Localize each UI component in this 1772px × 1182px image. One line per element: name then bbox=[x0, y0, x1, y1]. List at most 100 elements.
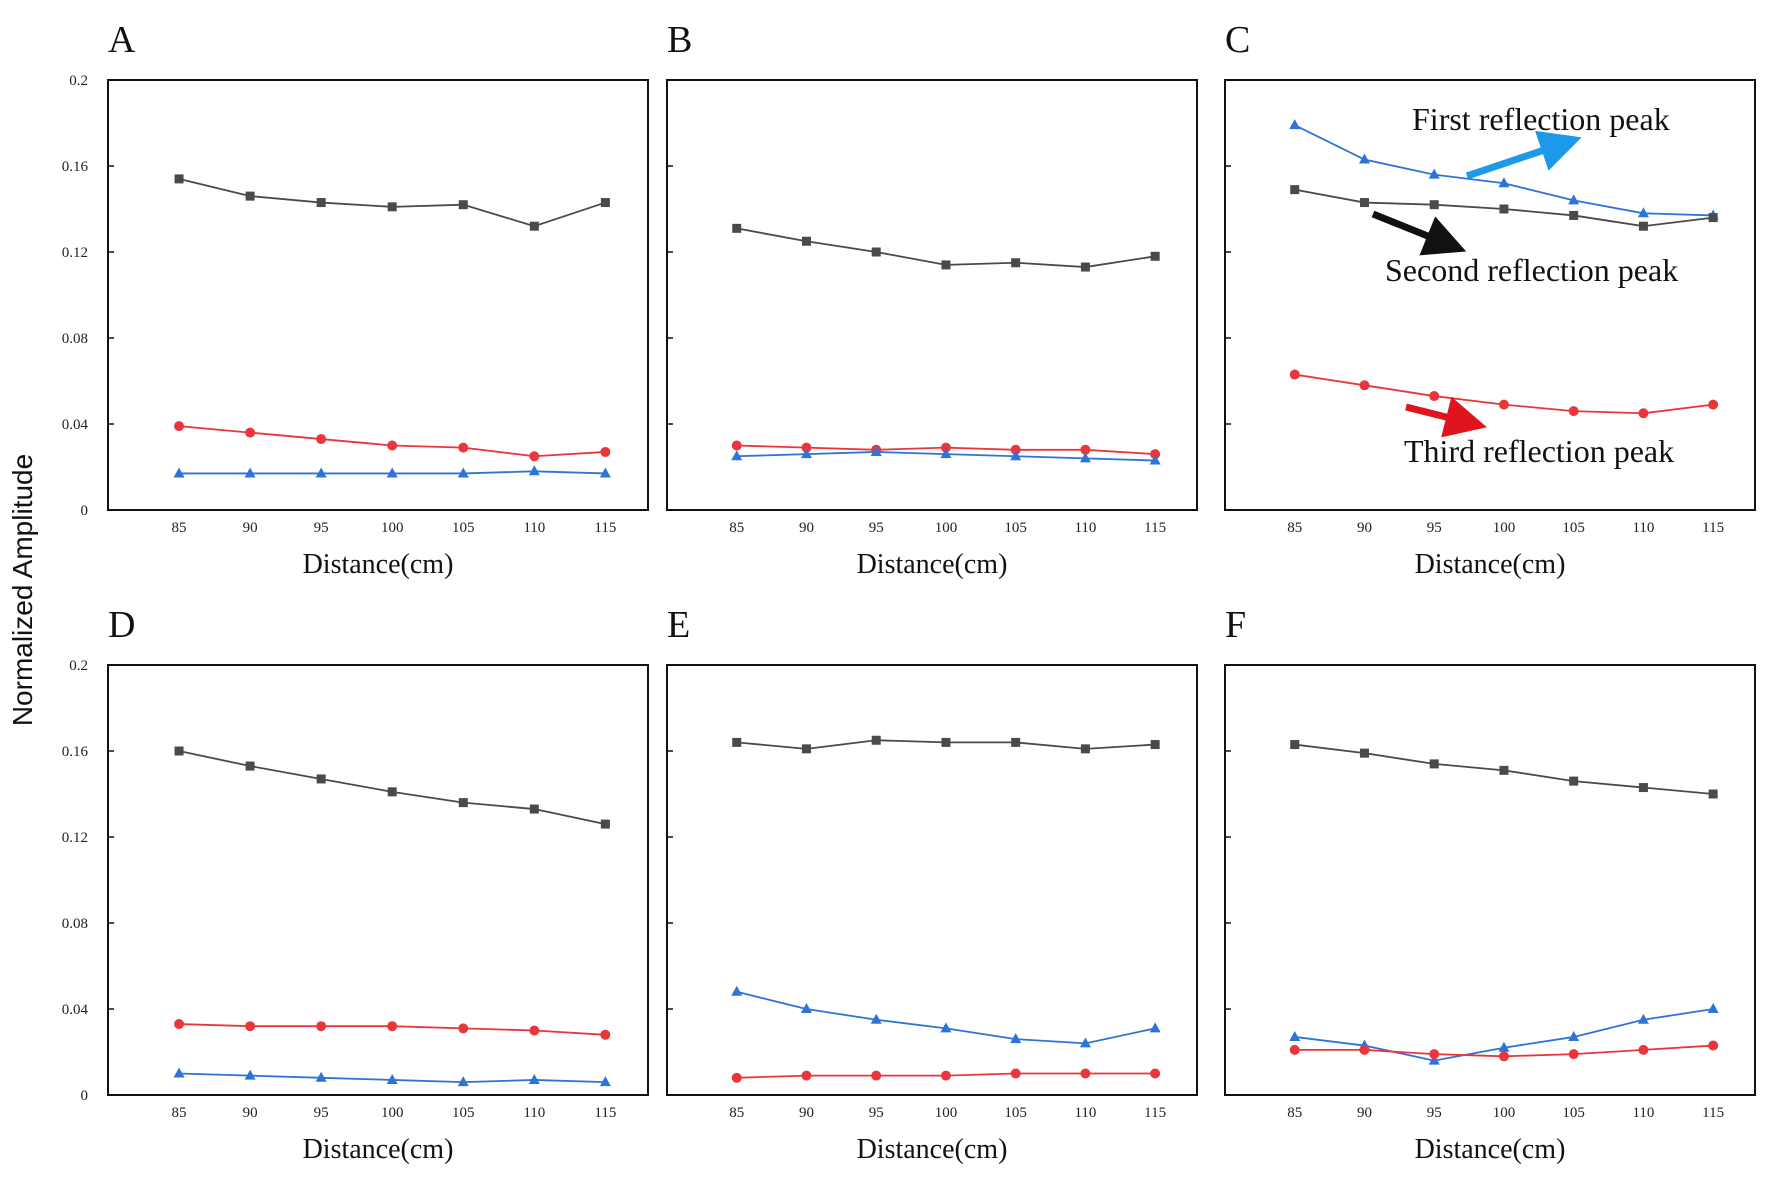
data-point bbox=[316, 774, 326, 784]
data-point bbox=[1359, 748, 1369, 758]
data-point bbox=[1568, 194, 1580, 205]
annotation-second-reflection-peak: Second reflection peak bbox=[1385, 252, 1678, 288]
panel-d: D 0 0.04 0.08 0.12 0.16 0.2 85 90 95 100 105 110 115 D… bbox=[62, 604, 649, 1165]
data-point bbox=[1568, 1030, 1580, 1041]
data-point bbox=[871, 1070, 882, 1081]
arrow-first bbox=[1465, 130, 1582, 180]
data-point bbox=[458, 1023, 469, 1034]
data-point bbox=[1638, 221, 1648, 231]
x-tick-label: 105 bbox=[1004, 1105, 1027, 1121]
x-tick-label: 115 bbox=[1702, 520, 1724, 536]
data-point bbox=[387, 202, 397, 212]
data-point bbox=[1498, 1051, 1509, 1062]
data-point bbox=[1149, 454, 1161, 465]
data-point bbox=[1079, 452, 1091, 463]
data-point bbox=[1150, 1068, 1161, 1079]
panel-a: A 0 0.04 0.08 0.12 0.16 0.2 85 90 95 100 105 110 115 D… bbox=[62, 19, 649, 580]
data-point bbox=[1569, 210, 1579, 220]
data-point bbox=[1568, 1049, 1579, 1060]
x-tick-label: 90 bbox=[1357, 1105, 1372, 1121]
data-point bbox=[1429, 1049, 1440, 1060]
data-point bbox=[1429, 200, 1439, 210]
data-point bbox=[940, 442, 951, 453]
x-tick-label: 100 bbox=[381, 520, 404, 536]
panel-f: F 85 90 95 100 105 110 115 Distance(cm) bbox=[1224, 604, 1756, 1165]
data-point bbox=[940, 1022, 952, 1033]
data-point bbox=[600, 446, 611, 457]
data-point bbox=[732, 737, 742, 747]
data-point bbox=[1011, 258, 1021, 268]
data-point bbox=[1289, 369, 1300, 380]
panel-e: E 85 90 95 100 105 110 115 Distance(cm) bbox=[666, 604, 1198, 1165]
x-tick-label: 100 bbox=[935, 1105, 958, 1121]
panels: A00.040.080.120.160.285 90 95 100 105 110 115D… bbox=[62, 19, 1756, 1165]
x-tick-label: 85 bbox=[729, 520, 744, 536]
x-tick-label: 90 bbox=[799, 1105, 814, 1121]
data-point bbox=[528, 465, 540, 476]
plot-frame bbox=[666, 79, 1198, 511]
x-tick-label: 85 bbox=[1287, 1105, 1302, 1121]
y-tick-label: 0.12 bbox=[62, 830, 88, 846]
x-tick-label: 85 bbox=[729, 1105, 744, 1121]
x-tick-label: 90 bbox=[799, 520, 814, 536]
data-point bbox=[1359, 380, 1370, 391]
data-point bbox=[529, 1025, 540, 1036]
data-point bbox=[940, 448, 952, 459]
x-tick-label: 110 bbox=[1632, 520, 1654, 536]
x-tick-label: 115 bbox=[1144, 1105, 1166, 1121]
plot-frame bbox=[107, 664, 649, 1096]
data-point bbox=[316, 434, 327, 445]
y-tick-label: 0 bbox=[81, 1088, 89, 1104]
data-point bbox=[1499, 765, 1509, 775]
data-point bbox=[732, 223, 742, 233]
data-point bbox=[1638, 1044, 1649, 1055]
x-axis-label: Distance(cm) bbox=[303, 549, 454, 580]
x-tick-label: 110 bbox=[523, 520, 545, 536]
panel-letter: C bbox=[1225, 19, 1250, 61]
data-point bbox=[316, 198, 326, 208]
data-point bbox=[800, 448, 812, 459]
data-point bbox=[1080, 444, 1091, 455]
data-point bbox=[1010, 450, 1022, 461]
data-point bbox=[386, 467, 398, 478]
data-point bbox=[174, 174, 184, 184]
data-point bbox=[1637, 1013, 1649, 1024]
x-tick-label: 95 bbox=[869, 520, 884, 536]
data-point bbox=[315, 1071, 327, 1082]
data-point bbox=[731, 440, 742, 451]
data-point bbox=[1010, 444, 1021, 455]
data-point bbox=[528, 1073, 540, 1084]
y-tick-label: 0.2 bbox=[69, 658, 88, 674]
data-point bbox=[387, 787, 397, 797]
x-tick-label: 110 bbox=[1074, 1105, 1096, 1121]
data-point bbox=[600, 198, 610, 208]
data-point bbox=[1708, 1040, 1719, 1051]
x-tick-label: 95 bbox=[869, 1105, 884, 1121]
x-tick-label: 90 bbox=[243, 520, 258, 536]
x-tick-label: 115 bbox=[1144, 520, 1166, 536]
data-point bbox=[1638, 408, 1649, 419]
data-point bbox=[599, 467, 611, 478]
data-point bbox=[1429, 391, 1440, 402]
arrow-third bbox=[1405, 396, 1487, 438]
data-point bbox=[1359, 198, 1369, 208]
x-tick-label: 85 bbox=[172, 1105, 187, 1121]
x-tick-label: 115 bbox=[594, 1105, 616, 1121]
data-point bbox=[801, 442, 812, 453]
data-point bbox=[174, 746, 184, 756]
data-point bbox=[1428, 168, 1440, 179]
data-point bbox=[1010, 1068, 1021, 1079]
data-point bbox=[731, 1072, 742, 1083]
x-tick-label: 115 bbox=[1702, 1105, 1724, 1121]
data-point bbox=[1429, 759, 1439, 769]
data-point bbox=[1080, 744, 1090, 754]
y-tick-label: 0.04 bbox=[62, 1002, 89, 1018]
data-point bbox=[1708, 399, 1719, 410]
data-point bbox=[1079, 1037, 1091, 1048]
data-point bbox=[387, 1021, 398, 1032]
x-tick-label: 105 bbox=[1004, 520, 1027, 536]
data-point bbox=[315, 467, 327, 478]
data-point bbox=[1289, 119, 1301, 130]
y-tick-label: 0 bbox=[81, 503, 89, 519]
